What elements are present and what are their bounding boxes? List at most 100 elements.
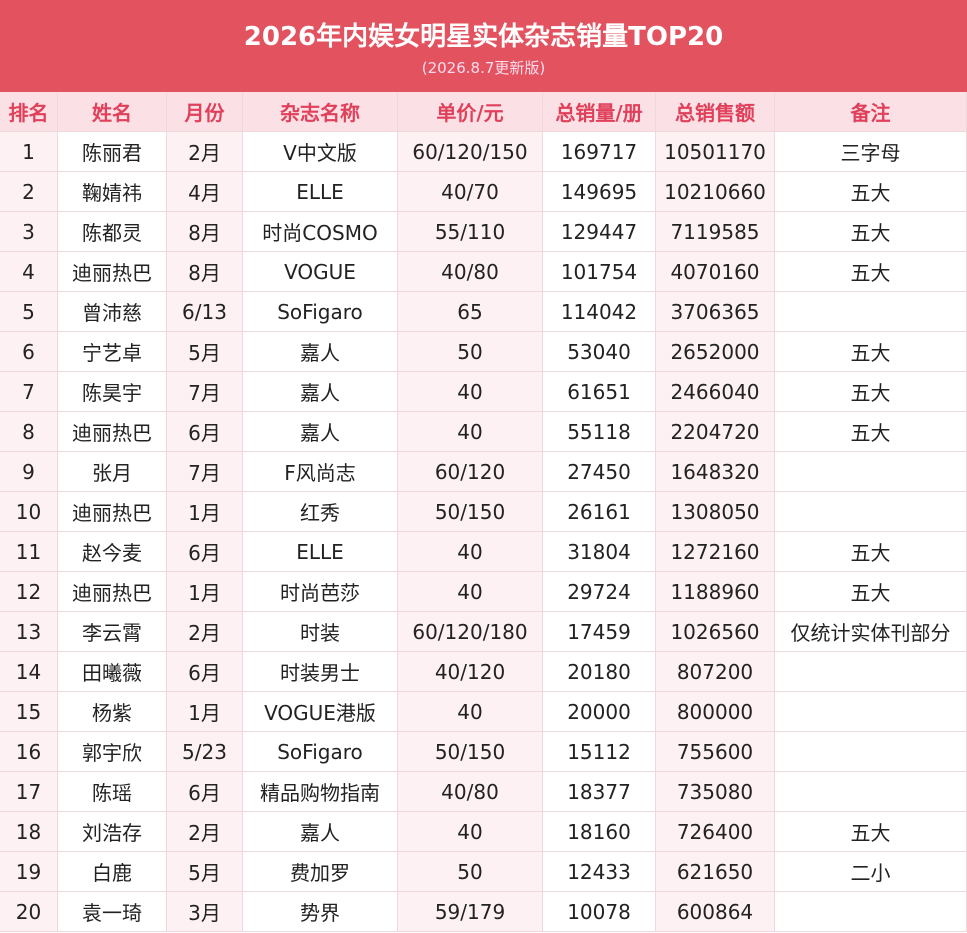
cell: 陈都灵 [58, 212, 167, 252]
table-row: 9 张月 7月 F风尚志 60/120 27450 1648320 [0, 452, 967, 492]
cell [775, 652, 967, 692]
cell: 40/80 [398, 772, 543, 812]
cell: 三字母 [775, 132, 967, 172]
cell: 40 [398, 572, 543, 612]
cell: 59/179 [398, 892, 543, 932]
cell: 3 [0, 212, 58, 252]
cell: 4 [0, 252, 58, 292]
table-row: 2 鞠婧祎 4月 ELLE 40/70 149695 10210660 五大 [0, 172, 967, 212]
cell: 五大 [775, 212, 967, 252]
table-row: 17 陈瑶 6月 精品购物指南 40/80 18377 735080 [0, 772, 967, 812]
header-row: 排名 姓名 月份 杂志名称 单价/元 总销量/册 总销售额 备注 [0, 92, 967, 132]
cell: 755600 [656, 732, 775, 772]
table-row: 19 白鹿 5月 费加罗 50 12433 621650 二小 [0, 852, 967, 892]
cell: 735080 [656, 772, 775, 812]
cell: 15112 [543, 732, 656, 772]
cell: 12 [0, 572, 58, 612]
cell: 李云霄 [58, 612, 167, 652]
cell: 7119585 [656, 212, 775, 252]
cell: 50 [398, 332, 543, 372]
cell [775, 692, 967, 732]
table-row: 6 宁艺卓 5月 嘉人 50 53040 2652000 五大 [0, 332, 967, 372]
cell: 2204720 [656, 412, 775, 452]
title-band: 2026年内娱女明星实体杂志销量TOP20 (2026.8.7更新版) [0, 0, 967, 92]
cell: 五大 [775, 252, 967, 292]
cell: 6/13 [167, 292, 243, 332]
cell: 15 [0, 692, 58, 732]
cell: 5月 [167, 332, 243, 372]
column-header: 总销量/册 [543, 92, 656, 132]
cell: 1026560 [656, 612, 775, 652]
cell: 陈昊宇 [58, 372, 167, 412]
cell: 袁一琦 [58, 892, 167, 932]
table-row: 7 陈昊宇 7月 嘉人 40 61651 2466040 五大 [0, 372, 967, 412]
cell: 时尚COSMO [243, 212, 398, 252]
cell: 10210660 [656, 172, 775, 212]
cell: 10 [0, 492, 58, 532]
cell: 2月 [167, 812, 243, 852]
cell: 20180 [543, 652, 656, 692]
cell: V中文版 [243, 132, 398, 172]
cell: 55/110 [398, 212, 543, 252]
cell: 5/23 [167, 732, 243, 772]
cell: 五大 [775, 812, 967, 852]
cell: 40 [398, 412, 543, 452]
cell [775, 492, 967, 532]
cell [775, 732, 967, 772]
cell: 40 [398, 692, 543, 732]
cell: 五大 [775, 372, 967, 412]
column-header: 月份 [167, 92, 243, 132]
cell: 61651 [543, 372, 656, 412]
cell: 169717 [543, 132, 656, 172]
table-row: 12 迪丽热巴 1月 时尚芭莎 40 29724 1188960 五大 [0, 572, 967, 612]
cell: 5月 [167, 852, 243, 892]
cell: 40 [398, 372, 543, 412]
cell: 郭宇欣 [58, 732, 167, 772]
cell: 40 [398, 532, 543, 572]
cell: 2652000 [656, 332, 775, 372]
cell: 2466040 [656, 372, 775, 412]
cell: 赵今麦 [58, 532, 167, 572]
cell: 1308050 [656, 492, 775, 532]
table: 排名 姓名 月份 杂志名称 单价/元 总销量/册 总销售额 备注 1 陈丽君 2月 V中文版 60/12… [0, 92, 967, 932]
cell: 1272160 [656, 532, 775, 572]
cell: 13 [0, 612, 58, 652]
cell: 五大 [775, 532, 967, 572]
cell: 3706365 [656, 292, 775, 332]
cell: SoFigaro [243, 292, 398, 332]
cell: 迪丽热巴 [58, 252, 167, 292]
cell: 12433 [543, 852, 656, 892]
cell: 嘉人 [243, 812, 398, 852]
cell: 时尚芭莎 [243, 572, 398, 612]
cell: 17 [0, 772, 58, 812]
cell: 29724 [543, 572, 656, 612]
cell: 8月 [167, 212, 243, 252]
title: 2026年内娱女明星实体杂志销量TOP20 [243, 22, 724, 52]
table-row: 3 陈都灵 8月 时尚COSMO 55/110 129447 7119585 五大 [0, 212, 967, 252]
cell: 600864 [656, 892, 775, 932]
cell: 田曦薇 [58, 652, 167, 692]
cell: 迪丽热巴 [58, 412, 167, 452]
cell [775, 772, 967, 812]
cell: 时装 [243, 612, 398, 652]
cell: 五大 [775, 172, 967, 212]
table-row: 5 曾沛慈 6/13 SoFigaro 65 114042 3706365 [0, 292, 967, 332]
cell: 10078 [543, 892, 656, 932]
cell: 11 [0, 532, 58, 572]
cell: 9 [0, 452, 58, 492]
table-row: 8 迪丽热巴 6月 嘉人 40 55118 2204720 五大 [0, 412, 967, 452]
cell: 6月 [167, 532, 243, 572]
cell: 五大 [775, 572, 967, 612]
subtitle: (2026.8.7更新版) [421, 59, 546, 77]
cell: 迪丽热巴 [58, 492, 167, 532]
cell: SoFigaro [243, 732, 398, 772]
cell: 二小 [775, 852, 967, 892]
cell: VOGUE港版 [243, 692, 398, 732]
cell: 红秀 [243, 492, 398, 532]
table-row: 10 迪丽热巴 1月 红秀 50/150 26161 1308050 [0, 492, 967, 532]
cell: 嘉人 [243, 332, 398, 372]
cell: 7月 [167, 452, 243, 492]
cell: 6月 [167, 412, 243, 452]
cell: 18 [0, 812, 58, 852]
